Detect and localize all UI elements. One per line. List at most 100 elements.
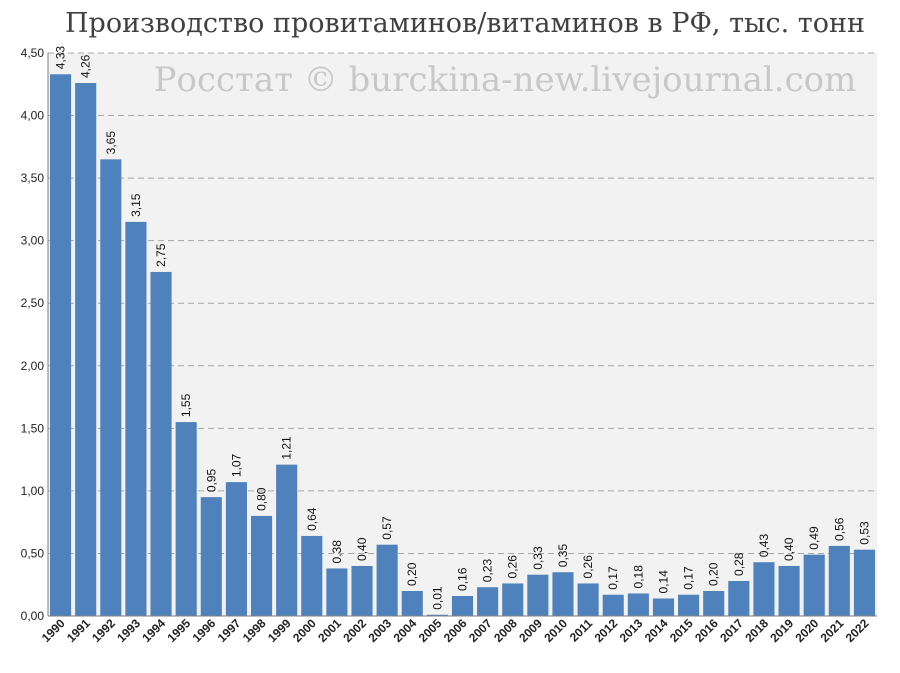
bar (728, 580, 750, 616)
x-tick-label: 2007 (466, 616, 495, 645)
data-label: 0,80 (255, 487, 269, 511)
bar (527, 574, 549, 616)
bar (50, 74, 72, 616)
data-label: 0,28 (732, 552, 746, 576)
x-tick-label: 2009 (516, 616, 545, 645)
data-label: 0,01 (430, 586, 444, 610)
x-tick-label: 2001 (315, 616, 344, 645)
data-label: 0,38 (330, 540, 344, 564)
bar (477, 587, 499, 616)
data-label: 0,40 (355, 537, 369, 561)
x-tick-label: 2012 (592, 616, 621, 645)
bar (451, 595, 474, 616)
x-tick-label: 1994 (139, 616, 168, 645)
x-tick-label: 2015 (667, 616, 696, 645)
data-label: 4,33 (54, 46, 68, 70)
data-label: 4,26 (79, 54, 93, 78)
data-label: 3,65 (104, 131, 118, 155)
x-tick-label: 1996 (190, 616, 219, 645)
bar (753, 562, 775, 616)
data-label: 0,40 (782, 537, 796, 561)
data-label: 1,07 (229, 453, 243, 477)
data-label: 0,26 (506, 555, 520, 579)
gridlines (48, 52, 877, 554)
x-tick-label: 2000 (290, 616, 319, 645)
x-tick-label: 1997 (215, 616, 244, 645)
bar (301, 535, 323, 616)
bar (577, 583, 599, 616)
bar (175, 422, 197, 616)
y-tick-label: 2,00 (21, 359, 45, 373)
data-label: 0,20 (707, 562, 721, 586)
data-label: 0,18 (631, 565, 645, 589)
x-axis-ticks: 1990199119921993199419951996199719981999… (39, 616, 872, 645)
data-label: 0,17 (682, 566, 696, 590)
x-tick-label: 2014 (642, 616, 671, 645)
bar (703, 590, 725, 616)
x-tick-label: 1991 (64, 616, 93, 645)
data-label: 0,56 (832, 517, 846, 541)
data-labels: 4,33 4,26 3,65 3,15 2,75 1,55 0,95 1,07 0,80 1,21… (54, 46, 872, 610)
bar (853, 549, 875, 616)
x-tick-label: 2013 (617, 616, 646, 645)
x-tick-label: 2021 (818, 616, 847, 645)
bar (200, 497, 222, 616)
data-label: 1,21 (280, 436, 294, 460)
data-label: 0,49 (807, 526, 821, 550)
data-label: 0,26 (581, 555, 595, 579)
x-tick-label: 2010 (541, 616, 570, 645)
bar (75, 83, 97, 616)
bar (100, 159, 122, 616)
x-tick-label: 1999 (265, 616, 294, 645)
data-label: 3,15 (129, 193, 143, 217)
x-tick-label: 2020 (793, 616, 822, 645)
bar (552, 572, 574, 616)
x-tick-label: 1998 (240, 616, 269, 645)
x-tick-label: 2017 (717, 616, 746, 645)
data-label: 0,33 (531, 546, 545, 570)
data-label: 0,64 (305, 507, 319, 531)
plot-area (48, 53, 877, 616)
bar (828, 545, 850, 616)
y-tick-label: 4,00 (21, 109, 45, 123)
y-tick-label: 3,50 (21, 171, 45, 185)
bar (276, 464, 298, 616)
data-label: 0,16 (456, 567, 470, 591)
x-tick-label: 2006 (441, 616, 470, 645)
x-tick-label: 2016 (692, 616, 721, 645)
bar (225, 482, 247, 616)
bar (803, 554, 825, 616)
y-tick-label: 0,00 (21, 609, 45, 623)
data-label: 0,57 (380, 516, 394, 540)
bar (426, 614, 448, 616)
x-tick-label: 2002 (340, 616, 369, 645)
x-tick-label: 2019 (767, 616, 796, 645)
bar (150, 271, 172, 616)
bar (652, 598, 675, 616)
bar (602, 594, 624, 616)
watermark-text: Росстат © burckina-new.livejournal.com (154, 60, 857, 100)
bar (401, 590, 423, 616)
data-label: 0,43 (757, 534, 771, 558)
bar (326, 568, 348, 616)
bar (778, 565, 800, 616)
x-tick-label: 2022 (843, 616, 872, 645)
data-label: 2,75 (154, 243, 168, 267)
data-label: 0,14 (656, 570, 670, 594)
x-tick-label: 2005 (416, 616, 445, 645)
data-label: 0,23 (481, 559, 495, 583)
data-label: 0,20 (405, 562, 419, 586)
bar (627, 593, 649, 616)
bar (125, 221, 147, 616)
bars (50, 74, 875, 616)
x-tick-label: 2003 (365, 616, 394, 645)
bar (376, 544, 398, 616)
chart-title: Производство провитаминов/витаминов в РФ… (65, 8, 865, 39)
y-tick-label: 3,00 (21, 234, 45, 248)
y-tick-label: 1,00 (21, 484, 45, 498)
y-tick-label: 4,50 (21, 46, 45, 60)
x-tick-label: 1995 (165, 616, 194, 645)
x-tick-label: 2018 (742, 616, 771, 645)
data-label: 0,95 (204, 468, 218, 492)
